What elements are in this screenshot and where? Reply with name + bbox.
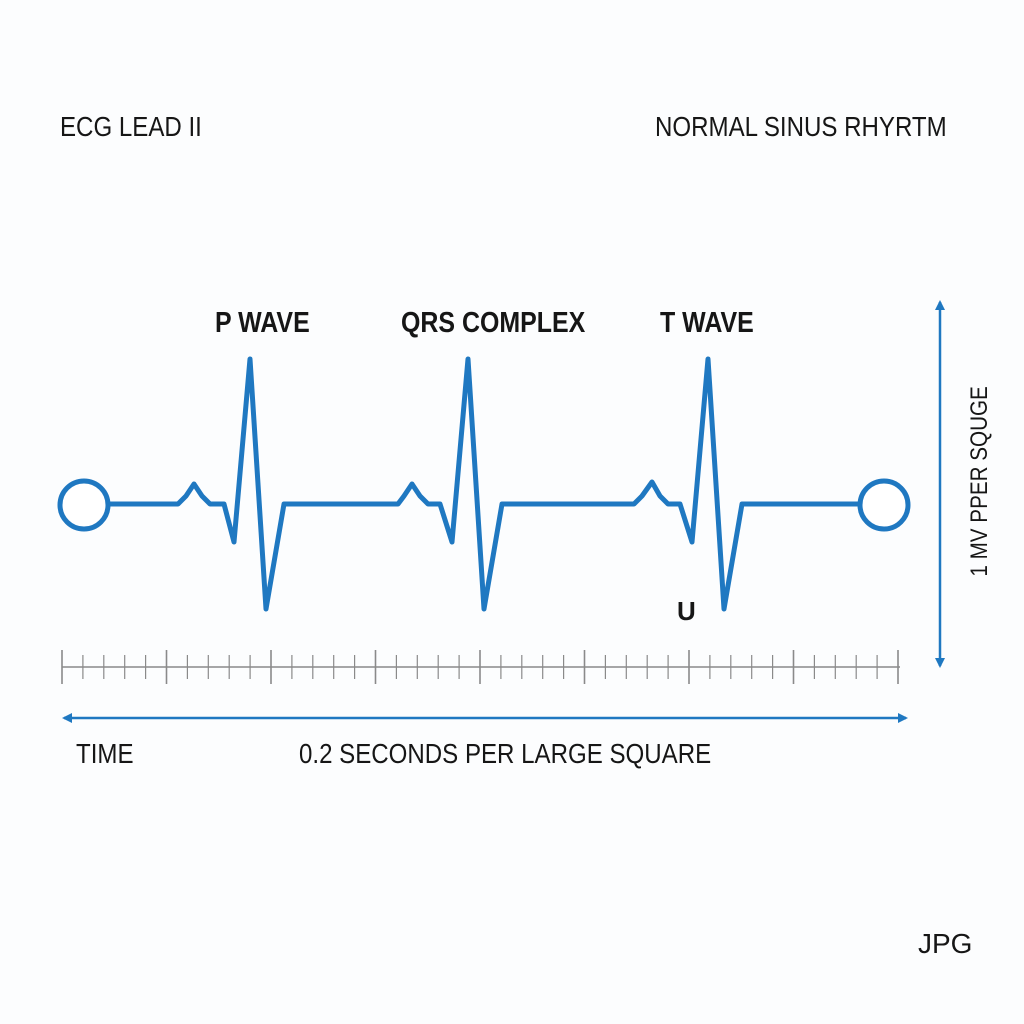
time-scale-label: 0.2 SECONDS PER LARGE SQUARE <box>299 738 712 769</box>
lead-title: ECG LEAD II <box>60 111 202 142</box>
trace-start-circle <box>57 478 111 532</box>
time-axis-label: TIME <box>76 738 134 769</box>
rhythm-title: NORMAL SINUS RHYRTM <box>655 111 947 142</box>
p-wave-label: P WAVE <box>215 307 310 339</box>
voltage-scale-label: 1 MV PPER SQUGE <box>966 386 993 577</box>
u-wave-label: U <box>677 596 696 626</box>
ecg-waveform-trace <box>105 356 863 612</box>
t-wave-label: T WAVE <box>660 307 754 339</box>
time-ruler <box>61 650 900 684</box>
qrs-complex-label: QRS COMPLEX <box>401 307 586 339</box>
trace-end-circle <box>857 478 911 532</box>
format-label: JPG <box>918 928 973 959</box>
